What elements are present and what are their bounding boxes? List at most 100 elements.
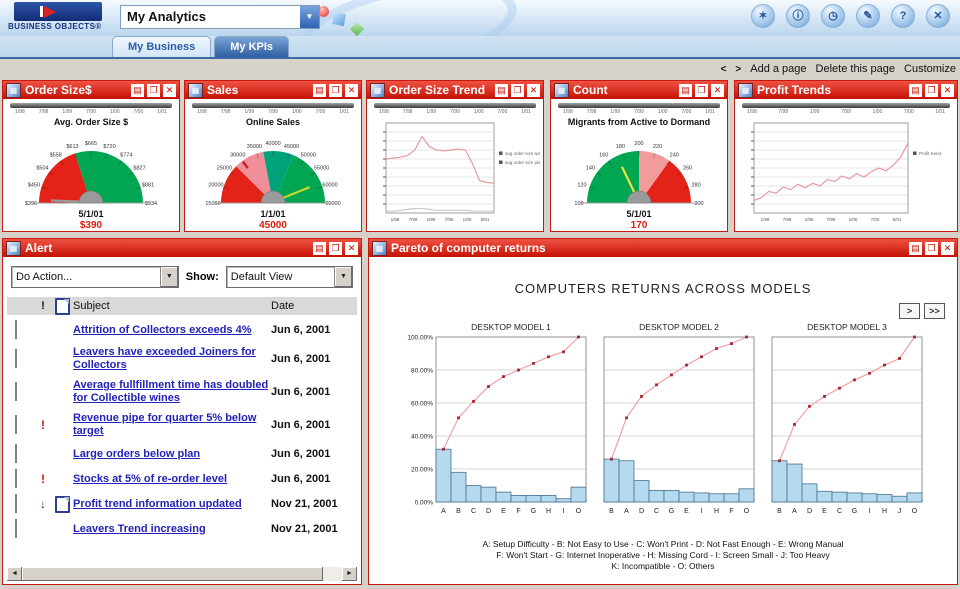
- chevron-down-icon[interactable]: ▼: [159, 267, 178, 287]
- alert-checkbox[interactable]: [15, 320, 17, 339]
- page-actions: < > Add a page Delete this page Customiz…: [721, 63, 956, 75]
- svg-text:G: G: [852, 508, 857, 515]
- customize-link[interactable]: Customize: [904, 63, 956, 75]
- view-select[interactable]: Default View ▼: [225, 266, 353, 288]
- alert-subject-link[interactable]: Revenue pipe for quarter 5% below target: [73, 412, 257, 437]
- tab-my-kpis[interactable]: My KPIs: [214, 36, 290, 58]
- alert-subject-link[interactable]: Average fullfillment time has doubled fo…: [73, 379, 269, 404]
- svg-text:$504: $504: [36, 166, 48, 172]
- page-next-icon[interactable]: >: [735, 63, 742, 75]
- close-icon[interactable]: ✕: [941, 241, 954, 255]
- scrollbar-thumb[interactable]: [22, 567, 323, 581]
- pareto-chart-title: DESKTOP MODEL 3: [807, 322, 887, 332]
- maximize-icon[interactable]: ❐: [925, 241, 938, 255]
- slider-tick: 1/98: [563, 109, 573, 115]
- maximize-icon[interactable]: ❐: [695, 83, 708, 97]
- maximize-icon[interactable]: ❐: [925, 83, 938, 97]
- slider-tick: 7/00: [133, 109, 144, 115]
- alert-subject-link[interactable]: Large orders below plan: [73, 447, 201, 460]
- close-icon[interactable]: ✕: [527, 83, 540, 97]
- alert-checkbox[interactable]: [15, 382, 17, 401]
- pareto-bar: [816, 490, 833, 503]
- alert-date: Jun 6, 2001: [271, 353, 331, 365]
- document-column-icon[interactable]: [54, 297, 70, 315]
- pareto-main-title: COMPUTERS RETURNS ACROSS MODELS: [514, 281, 812, 296]
- analytics-select[interactable]: My Analytics ▼: [120, 5, 320, 29]
- slider-tick: 7/00: [315, 109, 326, 115]
- add-page-link[interactable]: Add a page: [750, 63, 807, 75]
- alert-checkbox[interactable]: [15, 519, 17, 538]
- page-prev-icon[interactable]: <: [720, 63, 727, 75]
- edit-icon[interactable]: ✎: [856, 4, 880, 28]
- next-button[interactable]: >: [899, 303, 920, 319]
- maximize-icon[interactable]: ❐: [329, 83, 342, 97]
- do-action-select[interactable]: Do Action... ▼: [11, 266, 179, 288]
- scroll-left-icon[interactable]: ◄: [7, 567, 22, 581]
- svg-text:180: 180: [616, 144, 625, 150]
- time-slider[interactable]: [558, 103, 720, 108]
- svg-text:O: O: [912, 508, 918, 515]
- report-icon[interactable]: ▤: [679, 83, 692, 97]
- delete-page-link[interactable]: Delete this page: [815, 63, 896, 75]
- alert-subject-link[interactable]: Leavers Trend increasing: [73, 522, 206, 535]
- pareto-bar: [906, 492, 923, 503]
- subject-column-header[interactable]: Subject: [73, 300, 110, 312]
- alert-subject-link[interactable]: Attrition of Collectors exceeds 4%: [73, 323, 252, 336]
- clock-icon[interactable]: ◷: [821, 4, 845, 28]
- tab-bar: My Business My KPIs: [0, 36, 960, 58]
- scroll-right-icon[interactable]: ►: [342, 567, 357, 581]
- close-icon[interactable]: ✕: [345, 241, 358, 255]
- pareto-bar: [540, 494, 557, 503]
- pareto-bar: [786, 463, 803, 503]
- tab-my-business[interactable]: My Business: [112, 36, 212, 58]
- new-page-icon[interactable]: ✶: [751, 4, 775, 28]
- svg-text:C: C: [837, 508, 842, 515]
- close-icon[interactable]: ✕: [163, 83, 176, 97]
- alert-subject-link[interactable]: Profit trend information updated: [73, 497, 242, 510]
- time-slider[interactable]: [374, 103, 536, 108]
- report-icon[interactable]: ▤: [131, 83, 144, 97]
- close-icon[interactable]: ✕: [926, 4, 950, 28]
- gauge-title: Avg. Order Size $: [53, 117, 129, 127]
- close-icon[interactable]: ✕: [711, 83, 724, 97]
- svg-text:60.00%: 60.00%: [411, 401, 433, 408]
- report-icon[interactable]: ▤: [909, 241, 922, 255]
- time-slider[interactable]: [10, 103, 172, 108]
- alert-horizontal-scrollbar[interactable]: ◄ ►: [7, 567, 357, 581]
- report-icon[interactable]: ▤: [495, 83, 508, 97]
- priority-column-icon[interactable]: !: [41, 300, 45, 312]
- scrollbar-track[interactable]: [323, 567, 342, 581]
- report-icon[interactable]: ▤: [313, 83, 326, 97]
- maximize-icon[interactable]: ❐: [147, 83, 160, 97]
- alert-controls: Do Action... ▼ Show: Default View ▼: [3, 257, 361, 288]
- alert-checkbox[interactable]: [15, 494, 17, 513]
- alert-checkbox[interactable]: [15, 415, 17, 434]
- help-icon[interactable]: ?: [891, 4, 915, 28]
- last-button[interactable]: >>: [924, 303, 945, 319]
- chart-icon: ▦: [6, 240, 21, 256]
- trend-down-icon: ↓: [40, 497, 46, 511]
- alert-checkbox[interactable]: [15, 349, 17, 368]
- svg-text:15000: 15000: [205, 201, 220, 207]
- info-icon[interactable]: ⓘ: [786, 4, 810, 28]
- alert-subject-link[interactable]: Stocks at 5% of re-order level: [73, 472, 228, 485]
- chevron-down-icon[interactable]: ▼: [334, 267, 352, 287]
- time-slider[interactable]: [192, 103, 354, 108]
- pareto-bar: [570, 486, 587, 503]
- svg-text:H: H: [714, 508, 719, 515]
- alert-subject-link[interactable]: Leavers have exceeded Joiners for Collec…: [73, 346, 256, 371]
- chevron-down-icon[interactable]: ▼: [300, 6, 319, 28]
- pareto-bar: [723, 493, 740, 503]
- alert-checkbox[interactable]: [15, 444, 17, 463]
- report-icon[interactable]: ▤: [313, 241, 326, 255]
- date-column-header[interactable]: Date: [271, 300, 295, 312]
- sales-gauge: 15000 20000 25000 30000 35000 40000 45000 50000…: [185, 127, 361, 209]
- close-icon[interactable]: ✕: [345, 83, 358, 97]
- maximize-icon[interactable]: ❐: [511, 83, 524, 97]
- alert-checkbox[interactable]: [15, 469, 17, 488]
- maximize-icon[interactable]: ❐: [329, 241, 342, 255]
- close-icon[interactable]: ✕: [941, 83, 954, 97]
- panel-title: Order Size Trend: [389, 83, 486, 97]
- report-icon[interactable]: ▤: [909, 83, 922, 97]
- time-slider[interactable]: [742, 103, 950, 108]
